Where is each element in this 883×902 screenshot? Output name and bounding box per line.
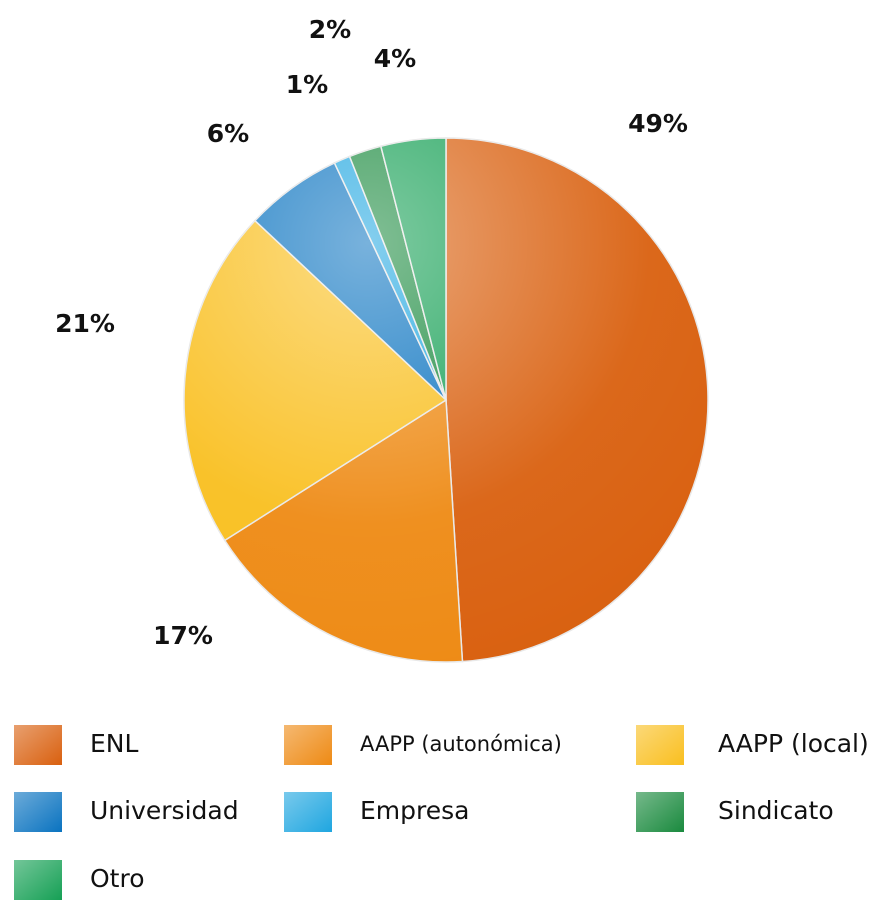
legend-swatch-shine: [14, 725, 62, 765]
slice-label: 49%: [628, 109, 688, 138]
legend-swatch-shine: [284, 792, 332, 832]
legend-label: Sindicato: [718, 796, 834, 825]
legend-label: Otro: [90, 864, 145, 893]
legend-label: Empresa: [360, 796, 469, 825]
legend-label: AAPP (local): [718, 729, 869, 758]
legend-swatch-shine: [14, 860, 62, 900]
slice-label: 6%: [207, 119, 249, 148]
pie-slice: [445, 137, 709, 663]
slice-label: 1%: [286, 70, 328, 99]
slice-label: 2%: [309, 15, 351, 44]
legend-swatch-shine: [284, 725, 332, 765]
slice-label: 4%: [374, 44, 416, 73]
legend-swatch-shine: [636, 792, 684, 832]
legend-label: AAPP (autonómica): [360, 732, 562, 756]
legend-label: ENL: [90, 729, 138, 758]
slice-label: 21%: [55, 309, 115, 338]
legend-label: Universidad: [90, 796, 239, 825]
legend-swatch-shine: [636, 725, 684, 765]
slice-label: 17%: [153, 621, 213, 650]
legend-swatch-shine: [14, 792, 62, 832]
